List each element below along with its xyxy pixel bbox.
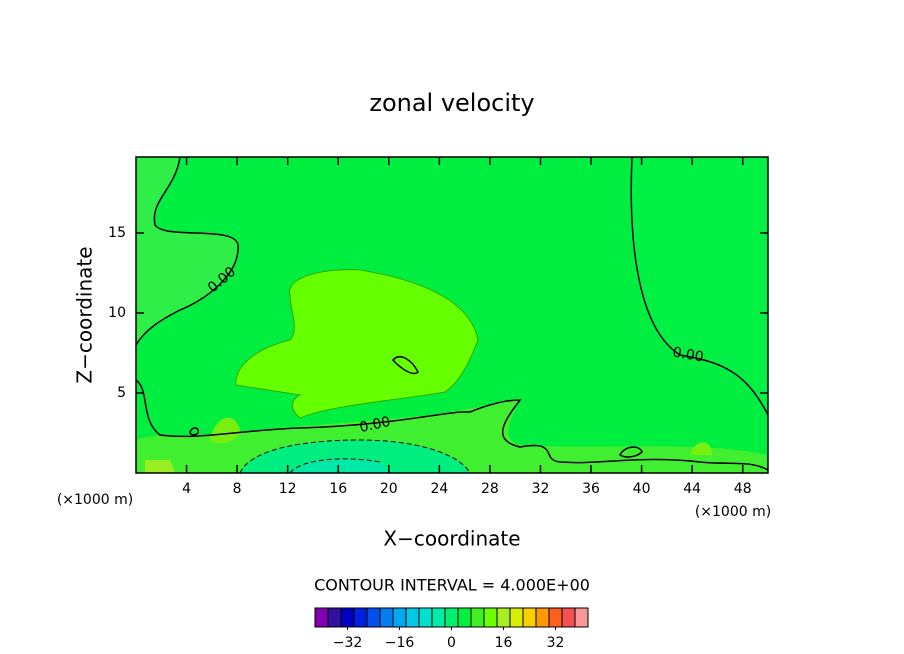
x-axis-label: X−coordinate [383, 527, 520, 551]
contour-line [135, 379, 769, 471]
y-tick-label: 10 [108, 305, 126, 321]
contour-field [135, 156, 769, 474]
contour-line [289, 458, 381, 474]
x-unit-label: (×1000 m) [57, 492, 133, 508]
colorbar-box [418, 607, 433, 628]
contour-line [392, 356, 419, 375]
colorbar-box [340, 607, 355, 628]
colorbar-box [574, 607, 589, 628]
colorbar-box [379, 607, 394, 628]
colorbar-box [470, 607, 485, 628]
x-tick-label: 12 [279, 481, 297, 497]
colorbar-tick-label: 32 [547, 635, 565, 651]
plot-frame [135, 156, 769, 474]
colorbar-box [535, 607, 550, 628]
x-tick-label: 8 [233, 481, 242, 497]
contour-interval: CONTOUR INTERVAL = 4.000E+00 [314, 576, 590, 595]
colorbar-box [548, 607, 563, 628]
contour-region [290, 458, 390, 473]
contour-region [690, 442, 712, 455]
colorbar-box [392, 607, 407, 628]
x-tick-label: 16 [329, 481, 347, 497]
colorbar-box [405, 607, 420, 628]
contour-line [619, 446, 643, 458]
x-tick-label: 24 [430, 481, 448, 497]
y-axis-label: Z−coordinate [73, 246, 97, 383]
colorbar-tick-label: −16 [385, 635, 415, 651]
contour-region [136, 157, 239, 345]
x-tick-label: 4 [182, 481, 191, 497]
contour-region [631, 157, 768, 415]
x-tick-label: 40 [633, 481, 651, 497]
chart-title: zonal velocity [369, 89, 534, 117]
contour-label: 0.00 [671, 344, 704, 365]
colorbar-box [366, 607, 381, 628]
y-tick-label: 15 [108, 225, 126, 241]
colorbar-box [353, 607, 368, 628]
y-tick-label: 5 [117, 385, 126, 401]
contour-region [240, 440, 470, 473]
colorbar-box [561, 607, 576, 628]
contour-region [145, 460, 175, 473]
colorbar-box [483, 607, 498, 628]
colorbar-box [444, 607, 459, 628]
contour-region [235, 269, 479, 419]
contour-region [210, 417, 240, 443]
colorbar-tick-label: −32 [333, 635, 363, 651]
contour-line [239, 439, 471, 474]
colorbar-box [509, 607, 524, 628]
colorbar-box [457, 607, 472, 628]
contour-label: 0.00 [358, 414, 392, 436]
contour-line [135, 156, 239, 346]
contour-line [630, 156, 769, 416]
x-tick-label: 36 [582, 481, 600, 497]
x-tick-label: 28 [481, 481, 499, 497]
colorbar-box [327, 607, 342, 628]
x-unit-label: (×1000 m) [695, 504, 771, 520]
x-tick-label: 44 [683, 481, 701, 497]
colorbar-box [496, 607, 511, 628]
contour-line [189, 427, 200, 436]
x-tick-label: 48 [734, 481, 752, 497]
x-tick-label: 32 [532, 481, 550, 497]
colorbar-box [314, 607, 329, 628]
x-tick-label: 20 [380, 481, 398, 497]
colorbar-tick-label: 16 [495, 635, 513, 651]
colorbar-tick-label: 0 [447, 635, 456, 651]
colorbar-box [431, 607, 446, 628]
colorbar-box [522, 607, 537, 628]
